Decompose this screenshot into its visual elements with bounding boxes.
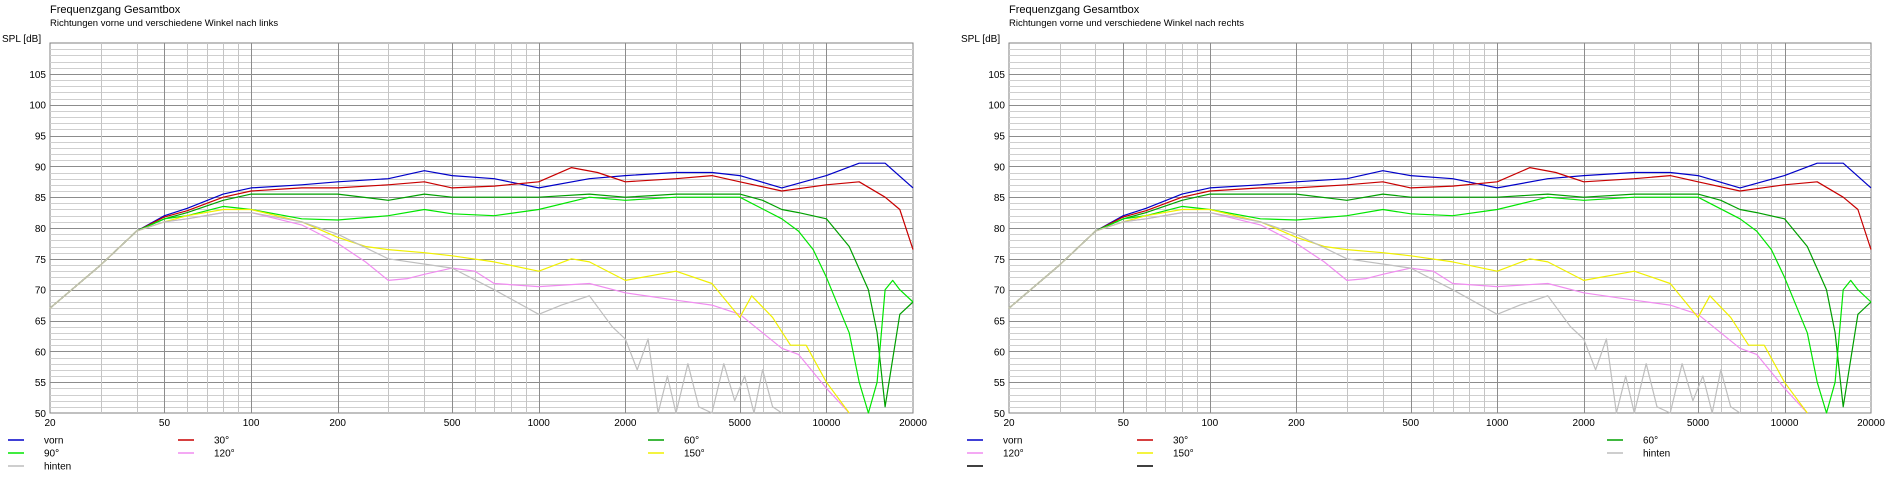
x-tick-label: 200 (1288, 418, 1305, 429)
y-tick-label: 55 (35, 378, 47, 389)
y-tick-label: 55 (994, 378, 1006, 389)
y-tick-label: 80 (994, 224, 1006, 235)
legend-label: 120° (1003, 449, 1024, 460)
chart-title: Frequenzgang Gesamtbox (1009, 4, 1140, 16)
series-line-30deg (49, 167, 914, 309)
y-tick-label: 95 (35, 132, 47, 143)
legend-label: 120° (214, 449, 235, 460)
chart-subtitle: Richtungen vorne und verschiedene Winkel… (50, 18, 278, 29)
x-tick-label: 2000 (614, 418, 637, 429)
y-tick-label: 95 (994, 132, 1006, 143)
right-chart-panel: Frequenzgang Gesamtbox Richtungen vorne … (961, 4, 1885, 467)
y-tick-label: 50 (994, 409, 1006, 420)
series-line-vorn (1008, 162, 1872, 309)
x-tick-label: 2000 (1573, 418, 1596, 429)
legend-label: 90° (44, 449, 59, 460)
series-line-hinten (49, 212, 783, 414)
y-tick-label: 85 (35, 193, 47, 204)
y-tick-label: 60 (994, 347, 1006, 358)
x-tick-label: 20000 (1857, 418, 1885, 429)
y-tick-label: 75 (994, 255, 1006, 266)
y-tick-label: 65 (994, 317, 1006, 328)
series-line-90deg (1008, 196, 1872, 414)
legend-label: 150° (684, 449, 705, 460)
left-chart-panel: Frequenzgang Gesamtbox Richtungen vorne … (2, 4, 927, 473)
series-line-60deg (49, 193, 914, 408)
y-tick-label: 70 (994, 286, 1006, 297)
x-tick-label: 100 (1201, 418, 1218, 429)
y-tick-label: 60 (35, 347, 47, 358)
legend-label: vorn (1003, 436, 1022, 447)
legend: vorn 30° 60° 90° 120° 150° hinten (8, 436, 705, 473)
x-tick-label: 200 (329, 418, 346, 429)
legend-label: hinten (1643, 449, 1670, 460)
x-tick-label: 10000 (812, 418, 840, 429)
x-tick-label: 50 (159, 418, 171, 429)
legend-label: 60° (684, 436, 699, 447)
x-tick-label: 10000 (1771, 418, 1799, 429)
x-tick-label: 20000 (899, 418, 927, 429)
y-tick-label: 100 (988, 101, 1005, 112)
y-tick-label: 75 (35, 255, 47, 266)
y-tick-label: 90 (35, 162, 47, 173)
y-tick-label: 90 (994, 162, 1006, 173)
x-tick-label: 20 (44, 418, 56, 429)
series-line-hinten (1008, 212, 1741, 414)
series-line-vorn (49, 162, 914, 309)
y-axis-label: SPL [dB] (961, 34, 1000, 45)
series-lines (49, 162, 914, 414)
series-line-150deg (49, 208, 850, 414)
grid (1008, 42, 1872, 414)
chart-subtitle: Richtungen vorne und verschiedene Winkel… (1009, 18, 1244, 29)
chart-title: Frequenzgang Gesamtbox (50, 4, 181, 16)
y-tick-label: 70 (35, 286, 47, 297)
series-line-150deg (1008, 208, 1808, 414)
series-line-30deg (1008, 167, 1872, 309)
legend-label: 30° (1173, 436, 1188, 447)
y-tick-label: 65 (35, 317, 47, 328)
x-tick-label: 500 (444, 418, 461, 429)
x-tick-label: 20 (1003, 418, 1015, 429)
series-line-90deg (49, 196, 914, 414)
y-axis-label: SPL [dB] (2, 34, 41, 45)
tick-labels: 20 50 100 200 500 1000 2000 5000 10000 2000010510… (29, 70, 927, 429)
legend-label: 30° (214, 436, 229, 447)
x-tick-label: 500 (1402, 418, 1419, 429)
x-tick-label: 50 (1118, 418, 1130, 429)
legend-label: hinten (44, 462, 71, 473)
y-tick-label: 80 (35, 224, 47, 235)
tick-labels: 20 50 100 200 500 1000 2000 5000 10000 2000010510… (988, 70, 1885, 429)
x-tick-label: 1000 (1486, 418, 1509, 429)
y-tick-label: 50 (35, 409, 47, 420)
x-tick-label: 1000 (528, 418, 551, 429)
x-tick-label: 5000 (1687, 418, 1710, 429)
y-tick-label: 105 (29, 70, 46, 81)
y-tick-label: 100 (29, 101, 46, 112)
y-tick-label: 105 (988, 70, 1005, 81)
grid (49, 42, 914, 414)
x-tick-label: 100 (243, 418, 260, 429)
legend-label: vorn (44, 436, 63, 447)
legend-label: 60° (1643, 436, 1658, 447)
legend-label: 150° (1173, 449, 1194, 460)
y-tick-label: 85 (994, 193, 1006, 204)
series-lines (1008, 162, 1872, 414)
series-line-60deg (1008, 193, 1872, 408)
x-tick-label: 5000 (729, 418, 752, 429)
